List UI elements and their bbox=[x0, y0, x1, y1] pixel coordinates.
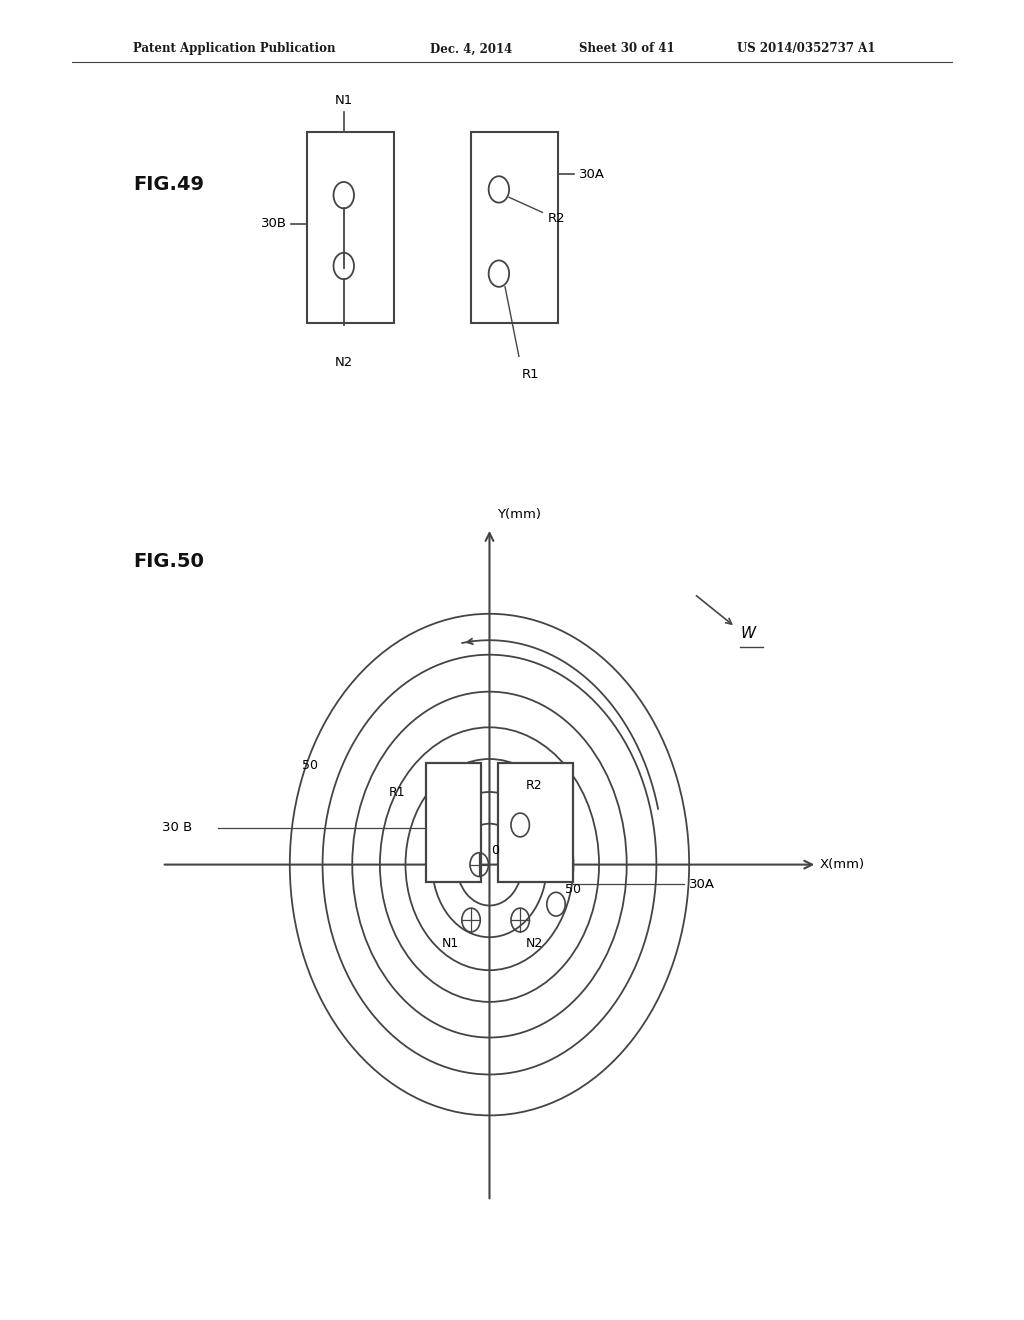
Text: 30B: 30B bbox=[261, 218, 287, 231]
Text: 30A: 30A bbox=[689, 878, 715, 891]
Text: FIG.50: FIG.50 bbox=[133, 552, 204, 570]
Text: 30 B: 30 B bbox=[162, 821, 193, 834]
Text: Y(mm): Y(mm) bbox=[497, 508, 541, 521]
Text: 50: 50 bbox=[565, 883, 582, 896]
Bar bbox=[307, 132, 394, 323]
Bar bbox=[471, 132, 558, 323]
Text: W: W bbox=[740, 626, 756, 642]
Bar bbox=[498, 763, 573, 882]
Text: FIG.49: FIG.49 bbox=[133, 176, 204, 194]
Text: R2: R2 bbox=[525, 779, 542, 792]
Text: R1: R1 bbox=[521, 368, 540, 381]
Text: Sheet 30 of 41: Sheet 30 of 41 bbox=[579, 42, 674, 55]
Text: N2: N2 bbox=[335, 356, 353, 370]
Text: N2: N2 bbox=[525, 937, 543, 950]
Text: R1: R1 bbox=[389, 785, 406, 799]
Text: N1: N1 bbox=[441, 937, 459, 950]
Text: Patent Application Publication: Patent Application Publication bbox=[133, 42, 336, 55]
Text: 0: 0 bbox=[492, 843, 500, 857]
Text: Dec. 4, 2014: Dec. 4, 2014 bbox=[430, 42, 512, 55]
Text: US 2014/0352737 A1: US 2014/0352737 A1 bbox=[737, 42, 876, 55]
Bar bbox=[426, 763, 481, 882]
Text: X(mm): X(mm) bbox=[819, 858, 864, 871]
Text: 30A: 30A bbox=[579, 168, 604, 181]
Text: R2: R2 bbox=[548, 211, 565, 224]
Text: N1: N1 bbox=[335, 94, 353, 107]
Text: 50: 50 bbox=[302, 759, 318, 772]
